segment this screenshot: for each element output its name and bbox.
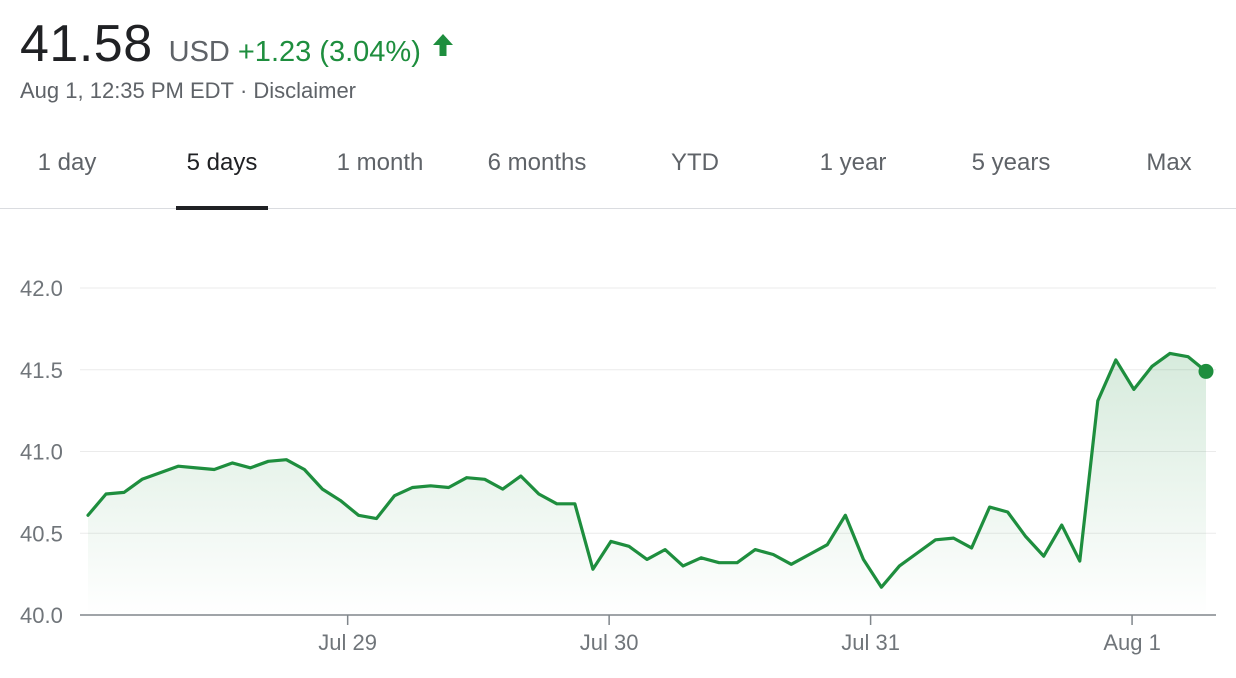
current-point-marker xyxy=(1198,363,1214,379)
y-tick-label: 40.0 xyxy=(20,603,63,628)
price-area xyxy=(88,353,1206,615)
quote-header: 41.58 USD +1.23 (3.04%) xyxy=(20,14,455,76)
tab-5-days[interactable]: 5 days xyxy=(176,118,268,210)
tab-underline xyxy=(176,206,268,210)
y-tick-label: 41.5 xyxy=(20,358,63,383)
price-change: +1.23 (3.04%) xyxy=(237,36,421,68)
x-tick-label: Jul 31 xyxy=(841,630,900,655)
disclaimer-link[interactable]: Disclaimer xyxy=(253,78,357,103)
tab-label: 5 years xyxy=(971,149,1051,176)
range-tabs: 1 day 5 days 1 month 6 months YTD 1 year… xyxy=(0,118,1236,210)
tab-label: 5 days xyxy=(186,149,258,176)
tab-label: 1 month xyxy=(336,149,424,176)
current-price: 41.58 xyxy=(20,15,153,73)
tab-1-month[interactable]: 1 month xyxy=(310,118,450,208)
y-tick-label: 41.0 xyxy=(20,440,63,465)
tab-ytd[interactable]: YTD xyxy=(640,118,750,208)
y-tick-label: 42.0 xyxy=(20,276,63,301)
arrow-up-icon xyxy=(432,34,453,56)
meta-separator: · xyxy=(240,78,248,103)
tab-label: 1 day xyxy=(37,149,97,176)
x-tick-label: Jul 30 xyxy=(580,630,639,655)
tab-1-day[interactable]: 1 day xyxy=(0,118,134,208)
x-tick-label: Aug 1 xyxy=(1103,630,1161,655)
price-line xyxy=(86,351,1208,589)
tab-label: YTD xyxy=(671,149,719,176)
currency-label: USD xyxy=(168,36,230,68)
y-tick-label: 40.5 xyxy=(20,521,63,546)
tab-label: 1 year xyxy=(819,149,887,176)
tab-label: 6 months xyxy=(487,149,587,176)
tab-6-months[interactable]: 6 months xyxy=(466,118,608,208)
tab-5-years[interactable]: 5 years xyxy=(950,118,1072,208)
tab-label: Max xyxy=(1146,149,1192,176)
tab-max[interactable]: Max xyxy=(1130,118,1208,208)
tab-1-year[interactable]: 1 year xyxy=(796,118,910,208)
x-tick-label: Jul 29 xyxy=(318,630,377,655)
quote-timestamp: Aug 1, 12:35 PM EDT xyxy=(20,78,234,103)
quote-meta: Aug 1, 12:35 PM EDT · Disclaimer xyxy=(20,78,356,104)
